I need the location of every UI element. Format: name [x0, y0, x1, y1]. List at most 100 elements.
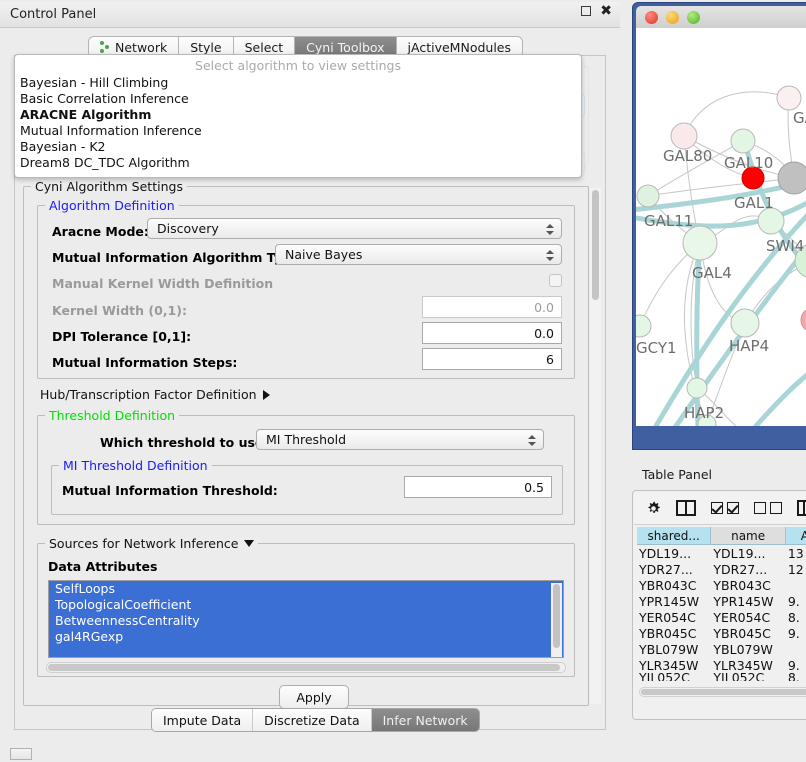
cell-shared: YBR045C: [639, 625, 697, 641]
status-bar-widget[interactable]: [10, 748, 32, 760]
node-label-gal4: GAL4: [692, 264, 732, 282]
tab-infer-network-label: Infer Network: [382, 712, 468, 728]
mi-steps-value: 6: [546, 351, 554, 367]
node-label-hap4: HAP4: [729, 337, 769, 355]
cyni-algorithm-settings-legend: Cyni Algorithm Settings: [31, 179, 187, 194]
cell-shared: YBL079W: [639, 641, 699, 657]
cell-a: 13: [787, 545, 804, 561]
cell-name: YLR345W: [713, 657, 773, 673]
kernel-width-input[interactable]: 0.0: [422, 296, 562, 318]
cell-a: 9.: [787, 593, 800, 609]
dpi-tolerance-input[interactable]: 0.0: [422, 322, 562, 344]
cell-a: 9.: [787, 625, 800, 641]
tab-style[interactable]: Style: [178, 36, 233, 58]
tab-cyni-toolbox-label: Cyni Toolbox: [306, 39, 385, 55]
data-attributes-list[interactable]: SelfLoops TopologicalCoefficient Between…: [48, 580, 564, 658]
data-attributes-label: Data Attributes: [48, 559, 158, 574]
table-grid[interactable]: shared... name A YDL19... YDL19... 13 YD…: [637, 527, 806, 719]
table-row[interactable]: YPR145W YPR145W 9.: [637, 593, 806, 609]
cell-name: YDL19...: [713, 545, 766, 561]
table-row[interactable]: YDR27... YDR27... 12: [637, 561, 806, 577]
which-threshold-select[interactable]: MI Threshold: [256, 429, 544, 450]
zoom-green-icon[interactable]: [687, 10, 700, 24]
algorithm-option-bayesian-hill-climbing[interactable]: Bayesian - Hill Climbing: [20, 75, 169, 90]
tab-jactivemnodules[interactable]: jActiveMNodules: [395, 36, 524, 58]
cell-a: 12: [787, 561, 804, 577]
cell-a: 8.: [787, 609, 800, 625]
aracne-mode-value: Discovery: [157, 221, 219, 236]
algorithm-definition-legend: Algorithm Definition: [45, 198, 179, 213]
manual-kernel-width-checkbox[interactable]: [549, 274, 562, 287]
attributes-horizontal-scrollbar[interactable]: [46, 662, 566, 673]
control-panel-window: Control Panel ✖ Network Style Select Cyn…: [0, 0, 620, 760]
close-red-icon[interactable]: [645, 10, 658, 24]
tab-discretize-data[interactable]: Discretize Data: [253, 709, 372, 731]
cell-name: YER054C: [713, 609, 771, 625]
table-row[interactable]: YBR045C YBR045C 9.: [637, 625, 806, 641]
triangle-right-icon: [262, 389, 270, 400]
aracne-mode-select[interactable]: Discovery: [147, 218, 562, 239]
minimize-yellow-icon[interactable]: [666, 10, 679, 24]
gear-icon[interactable]: [646, 501, 661, 516]
list-item[interactable]: gal4RGexp: [55, 629, 124, 644]
attributes-vertical-scrollbar[interactable]: [551, 583, 562, 657]
mi-steps-input[interactable]: 6: [422, 348, 562, 370]
aracne-mode-label: Aracne Mode:: [52, 224, 149, 239]
partial-icon[interactable]: [797, 500, 806, 516]
table-row[interactable]: YDL19... YDL19... 13: [637, 545, 806, 561]
checked-pair-icon[interactable]: [711, 502, 739, 514]
node-label-swi4: SWI4: [766, 237, 804, 255]
list-item[interactable]: TopologicalCoefficient: [55, 597, 192, 612]
hub-transcription-factor-toggle[interactable]: Hub/Transcription Factor Definition: [40, 387, 270, 402]
algorithm-option-mutual-information-inference[interactable]: Mutual Information Inference: [20, 123, 202, 138]
tab-impute-data[interactable]: Impute Data: [152, 709, 254, 731]
tab-select[interactable]: Select: [232, 36, 295, 58]
tab-style-label: Style: [190, 39, 222, 55]
kernel-width-label: Kernel Width (0,1):: [52, 303, 187, 318]
apply-button[interactable]: Apply: [279, 685, 349, 709]
mi-algorithm-type-select[interactable]: Naive Bayes: [275, 244, 562, 265]
table-row[interactable]: YER054C YER054C 8.: [637, 609, 806, 625]
list-item[interactable]: BetweennessCentrality: [55, 613, 200, 628]
cell-shared: YLR345W: [639, 657, 699, 673]
algorithm-option-dream8-dc-tdc-algorithm[interactable]: Dream8 DC_TDC Algorithm: [20, 155, 190, 170]
mutual-information-threshold-label: Mutual Information Threshold:: [62, 483, 278, 498]
algorithm-option-aracne-algorithm[interactable]: ARACNE Algorithm: [20, 107, 152, 122]
close-icon[interactable]: ✖: [600, 3, 612, 19]
unchecked-pair-icon[interactable]: [754, 502, 782, 514]
dpi-tolerance-label: DPI Tolerance [0,1]:: [52, 329, 192, 344]
cell-name: YBL079W: [713, 641, 773, 657]
cell-shared: YER054C: [639, 609, 696, 625]
settings-vertical-scrollbar[interactable]: [590, 188, 601, 704]
column-header-shared[interactable]: shared...: [637, 527, 712, 545]
split-columns-icon[interactable]: [676, 500, 696, 516]
cell-name: YBR043C: [713, 577, 771, 593]
table-row[interactable]: YBL079W YBL079W: [637, 641, 806, 657]
table-row[interactable]: YBR043C YBR043C: [637, 577, 806, 593]
mutual-information-threshold-input[interactable]: 0.5: [404, 476, 552, 498]
kernel-width-value: 0.0: [534, 299, 554, 315]
algorithm-option-bayesian-k2[interactable]: Bayesian - K2: [20, 139, 106, 154]
table-horizontal-scrollbar[interactable]: [639, 687, 806, 697]
network-edges: [639, 91, 806, 426]
right-side-container: GAL GAL80 GAL10 GAL1 GAL11 SWI4 GAL4 GCY…: [620, 0, 806, 762]
cell-shared: YDL19...: [639, 545, 692, 561]
network-node-labels: GAL GAL80 GAL10 GAL1 GAL11 SWI4 GAL4 GCY…: [636, 109, 806, 422]
table-row[interactable]: YLR345W YLR345W 9.: [637, 657, 806, 673]
threshold-definition-group: Threshold Definition Which threshold to …: [37, 408, 575, 525]
node-label-gal10: GAL10: [724, 154, 773, 172]
algorithm-option-basic-correlation-inference[interactable]: Basic Correlation Inference: [20, 91, 189, 106]
list-item[interactable]: SelfLoops: [55, 581, 115, 596]
node-label-gal80: GAL80: [663, 147, 712, 165]
tab-infer-network[interactable]: Infer Network: [371, 709, 479, 731]
cell-name: YDR27...: [713, 561, 768, 577]
column-header-a[interactable]: A: [785, 527, 806, 545]
network-canvas[interactable]: GAL GAL80 GAL10 GAL1 GAL11 SWI4 GAL4 GCY…: [636, 28, 806, 426]
table-row[interactable]: YIL052C YIL052C 8.: [637, 673, 806, 681]
column-header-name[interactable]: name: [711, 527, 786, 545]
maximize-icon[interactable]: [581, 6, 592, 16]
mi-threshold-definition-group: MI Threshold Definition Mutual Informati…: [51, 458, 563, 515]
mutual-information-threshold-value: 0.5: [524, 479, 544, 495]
algorithm-dropdown-popup[interactable]: Select algorithm to view settings Bayesi…: [14, 54, 582, 178]
cell-shared: YBR043C: [639, 577, 697, 593]
